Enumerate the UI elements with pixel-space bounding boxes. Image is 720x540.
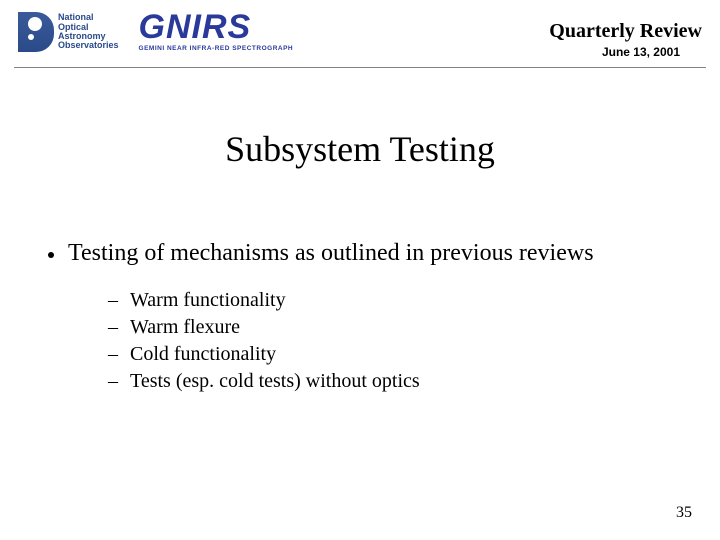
gnirs-logo: GNIRS GEMINI NEAR INFRA-RED SPECTROGRAPH [139,12,294,52]
header-right: Quarterly Review June 13, 2001 [549,12,702,59]
dash-icon: – [108,289,118,312]
review-date: June 13, 2001 [549,45,702,59]
sub-bullet-item: – Cold functionality [108,343,672,366]
slide-title: Subsystem Testing [0,128,720,170]
noao-logo-text: National Optical Astronomy Observatories [58,13,119,51]
sub-bullet-item: – Warm functionality [108,289,672,312]
sub-bullet-text: Tests (esp. cold tests) without optics [130,370,420,393]
review-title: Quarterly Review [549,20,702,43]
noao-logo: National Optical Astronomy Observatories [18,12,129,52]
bullet-dot-icon [48,252,54,258]
bullet-text: Testing of mechanisms as outlined in pre… [68,240,594,267]
sub-bullet-text: Warm flexure [130,316,240,339]
noao-logo-mark [18,12,54,52]
sub-bullet-item: – Warm flexure [108,316,672,339]
sub-bullet-text: Cold functionality [130,343,276,366]
bullet-level1: Testing of mechanisms as outlined in pre… [48,240,672,267]
slide-header: National Optical Astronomy Observatories… [0,0,720,65]
header-divider [14,67,706,68]
noao-line: Observatories [58,41,119,50]
gnirs-wordmark: GNIRS [139,12,294,43]
sub-bullet-item: – Tests (esp. cold tests) without optics [108,370,672,393]
sub-bullet-list: – Warm functionality – Warm flexure – Co… [108,289,672,393]
dash-icon: – [108,343,118,366]
sub-bullet-text: Warm functionality [130,289,286,312]
slide-content: Testing of mechanisms as outlined in pre… [0,240,720,393]
dash-icon: – [108,316,118,339]
page-number: 35 [676,504,692,522]
dash-icon: – [108,370,118,393]
gnirs-subtitle: GEMINI NEAR INFRA-RED SPECTROGRAPH [139,45,294,52]
